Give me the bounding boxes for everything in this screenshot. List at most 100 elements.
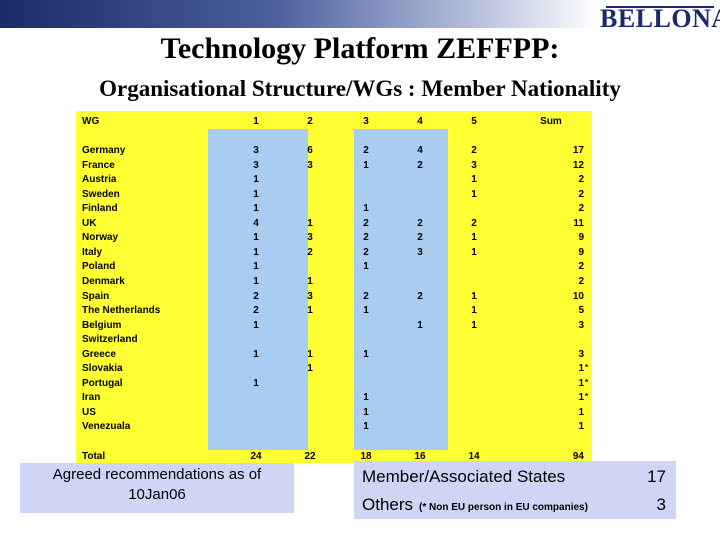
row-value: 1 [363, 261, 369, 272]
row-sum: 9 [578, 232, 584, 243]
row-value: 1 [307, 218, 313, 229]
row-sum: 2 [578, 174, 584, 185]
row-country: Venezuala [82, 421, 131, 432]
column-header-wg-4: 4 [417, 116, 423, 127]
row-country: Norway [82, 232, 119, 243]
total-value: 16 [414, 451, 426, 462]
total-value: 18 [360, 451, 372, 462]
row-value: 1 [253, 276, 259, 287]
nationality-table: WG 1 2 3 4 5 Sum Germany 3 6 2 4 2 17 France 3 3 1 2 3 12 Aus… [76, 111, 592, 463]
row-value: 1 [307, 276, 313, 287]
row-value: 3 [471, 160, 477, 171]
row-value: 3 [307, 232, 313, 243]
row-value: 2 [307, 247, 313, 258]
total-label: Total [82, 451, 106, 462]
row-value: 2 [417, 232, 423, 243]
member-states-count: 17 [647, 467, 666, 486]
total-value: 22 [304, 451, 316, 462]
header-gradient-band [0, 0, 600, 28]
wg-column-2-highlight [208, 129, 308, 450]
row-value: 1 [471, 189, 477, 200]
row-sum: 1 [578, 392, 584, 403]
total-sum: 94 [572, 451, 584, 462]
row-value: 4 [417, 145, 423, 156]
row-sum: 12 [572, 160, 584, 171]
others-note: (* Non EU person in EU companies) [419, 502, 588, 513]
total-value: 14 [468, 451, 480, 462]
row-value: 1 [253, 232, 259, 243]
row-value: 1 [253, 174, 259, 185]
row-value: 2 [363, 232, 369, 243]
row-value: 2 [363, 145, 369, 156]
row-value: 2 [417, 218, 423, 229]
column-header-wg: WG [82, 116, 100, 127]
row-value: 1 [307, 349, 313, 360]
row-value: 2 [363, 247, 369, 258]
row-value: 1 [307, 305, 313, 316]
others-count: 3 [656, 495, 666, 514]
row-country: Germany [82, 145, 126, 156]
bellona-logo: BELLONA [600, 4, 720, 33]
row-value: 1 [253, 320, 259, 331]
row-value: 3 [253, 145, 259, 156]
others-line: Others (* Non EU person in EU companies) [362, 495, 588, 515]
row-country: France [82, 160, 115, 171]
row-country: Poland [82, 261, 116, 272]
row-value: 4 [253, 218, 259, 229]
row-sum: 2 [578, 203, 584, 214]
row-value: 1 [471, 291, 477, 302]
agreed-recommendations-line1: Agreed recommendations as of [52, 466, 262, 483]
row-value: 2 [253, 291, 259, 302]
non-eu-star-marker: * [585, 392, 589, 401]
row-value: 2 [417, 160, 423, 171]
row-value: 3 [417, 247, 423, 258]
row-value: 1 [363, 407, 369, 418]
row-value: 1 [471, 232, 477, 243]
column-header-wg-2: 2 [307, 116, 313, 127]
row-country: Belgium [82, 320, 122, 331]
row-value: 1 [471, 305, 477, 316]
row-country: UK [82, 218, 97, 229]
row-value: 2 [471, 218, 477, 229]
row-sum: 1 [578, 421, 584, 432]
row-value: 1 [253, 203, 259, 214]
row-value: 1 [253, 378, 259, 389]
row-country: Switzerland [82, 334, 138, 345]
row-country: Iran [82, 392, 101, 403]
row-country: Spain [82, 291, 110, 302]
row-value: 3 [253, 160, 259, 171]
row-value: 1 [253, 349, 259, 360]
slide-title: Technology Platform ZEFFPP: [160, 32, 560, 65]
row-country: The Netherlands [82, 305, 161, 316]
row-value: 2 [417, 291, 423, 302]
row-value: 1 [471, 320, 477, 331]
non-eu-star-marker: * [585, 363, 589, 372]
agreed-recommendations-date: 10Jan06 [128, 486, 186, 503]
column-header-sum: Sum [540, 116, 562, 127]
row-sum: 5 [578, 305, 584, 316]
row-value: 2 [253, 305, 259, 316]
row-value: 1 [363, 421, 369, 432]
row-sum: 2 [578, 276, 584, 287]
row-value: 1 [253, 189, 259, 200]
row-value: 1 [363, 305, 369, 316]
row-value: 3 [307, 291, 313, 302]
row-sum: 9 [578, 247, 584, 258]
row-value: 2 [363, 291, 369, 302]
row-value: 1 [363, 203, 369, 214]
agreed-recommendations-box: Agreed recommendations as of 10Jan06 [20, 463, 294, 513]
row-sum: 1 [578, 363, 584, 374]
column-header-wg-1: 1 [253, 116, 259, 127]
row-country: Denmark [82, 276, 125, 287]
row-value: 1 [307, 363, 313, 374]
slide-subtitle: Organisational Structure/WGs : Member Na… [99, 76, 621, 101]
row-value: 3 [307, 160, 313, 171]
row-value: 1 [363, 160, 369, 171]
others-label: Others [362, 495, 414, 514]
row-country: Slovakia [82, 363, 123, 374]
row-country: US [82, 407, 96, 418]
column-header-wg-5: 5 [471, 116, 477, 127]
row-country: Finland [82, 203, 118, 214]
member-states-label: Member/Associated States [362, 467, 566, 486]
row-sum: 3 [578, 349, 584, 360]
